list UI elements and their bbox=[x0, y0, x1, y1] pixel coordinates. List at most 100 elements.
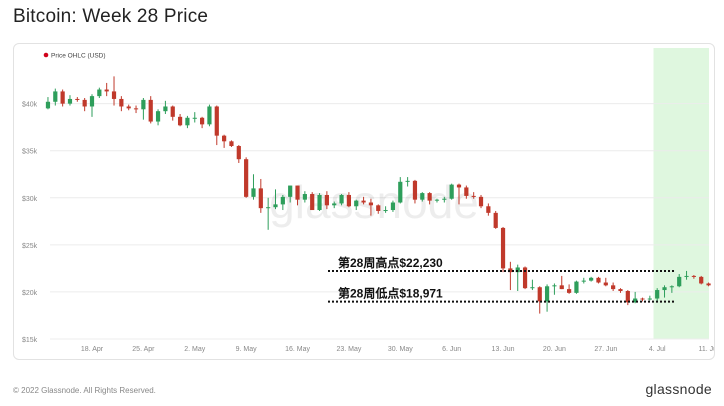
x-tick-label: 27. Jun bbox=[594, 346, 617, 353]
candle-body bbox=[522, 267, 528, 289]
candle-body bbox=[684, 275, 689, 277]
candle-body bbox=[589, 277, 594, 281]
brand-logo: glassnode bbox=[645, 381, 712, 397]
y-tick-label: $20k bbox=[22, 290, 38, 297]
y-tick-label: $15k bbox=[22, 337, 38, 344]
candle-body bbox=[603, 282, 608, 286]
candle-body bbox=[493, 212, 498, 228]
candle-body bbox=[170, 106, 175, 117]
candle-body bbox=[332, 203, 337, 206]
candle-body bbox=[354, 200, 359, 207]
candle-body bbox=[104, 89, 109, 92]
candle-body bbox=[508, 268, 513, 273]
candle-body bbox=[185, 117, 190, 126]
candle-body bbox=[361, 200, 366, 203]
candle-body bbox=[420, 193, 425, 200]
candle-body bbox=[515, 267, 520, 273]
candle-body bbox=[427, 193, 432, 201]
candle-body bbox=[273, 204, 278, 208]
x-tick-label: 23. May bbox=[336, 346, 361, 353]
candle-body bbox=[611, 285, 616, 290]
candle-body bbox=[89, 96, 95, 107]
candle-body bbox=[706, 283, 711, 286]
candle-body bbox=[574, 281, 579, 293]
candle-body bbox=[412, 180, 418, 200]
page-title: Bitcoin: Week 28 Price bbox=[13, 6, 209, 27]
candle-body bbox=[60, 91, 65, 104]
candle-body bbox=[67, 98, 73, 104]
candle-body bbox=[222, 135, 227, 142]
candle-body bbox=[596, 277, 601, 283]
candle-body bbox=[478, 196, 484, 207]
candle-body bbox=[236, 146, 241, 160]
candle-body bbox=[317, 194, 322, 211]
candle-body bbox=[500, 227, 506, 269]
candle-body bbox=[464, 187, 469, 196]
candle-body bbox=[655, 290, 660, 299]
candle-body bbox=[251, 188, 256, 197]
chart-card: glassnode 第28周高点$22,230 第28周低点$18,971 $15… bbox=[13, 43, 719, 360]
candle-body bbox=[434, 199, 440, 201]
x-tick-label: 2. May bbox=[184, 346, 206, 353]
candle-body bbox=[126, 106, 131, 109]
candle-body bbox=[310, 194, 315, 211]
candle-body bbox=[192, 117, 197, 119]
x-tick-label: 30. May bbox=[388, 346, 413, 353]
x-tick-label: 13. Jun bbox=[492, 346, 515, 353]
candle-body bbox=[625, 290, 630, 303]
candle-body bbox=[214, 106, 219, 136]
candle-body bbox=[75, 98, 80, 100]
candle-body bbox=[691, 275, 696, 277]
candle-body bbox=[567, 289, 572, 293]
candle-body bbox=[390, 202, 396, 211]
candle-body bbox=[677, 276, 682, 287]
candle-body bbox=[229, 141, 234, 147]
x-tick-label: 11. Jul bbox=[699, 346, 714, 353]
candle-body bbox=[97, 89, 102, 97]
candle-body bbox=[405, 180, 410, 182]
candle-body bbox=[640, 298, 645, 300]
candle-body bbox=[398, 181, 403, 203]
candle-body bbox=[155, 111, 161, 122]
x-tick-label: 4. Jul bbox=[649, 346, 666, 353]
week-28-highlight bbox=[653, 48, 709, 339]
price-chart: glassnode 第28周高点$22,230 第28周低点$18,971 $15… bbox=[22, 48, 719, 353]
candle-body bbox=[544, 286, 550, 302]
x-tick-label: 9. May bbox=[236, 346, 258, 353]
candle-body bbox=[669, 286, 674, 288]
x-tick-label: 25. Apr bbox=[132, 346, 155, 353]
copyright-text: © 2022 Glassnode. All Rights Reserved. bbox=[13, 386, 156, 395]
candle-body bbox=[486, 206, 491, 213]
candle-body bbox=[647, 298, 652, 300]
candle-body bbox=[559, 285, 564, 290]
candle-body bbox=[699, 276, 704, 284]
y-tick-label: $30k bbox=[22, 196, 38, 203]
legend-dot bbox=[43, 52, 49, 58]
candle-body bbox=[368, 202, 374, 206]
candle-body bbox=[346, 194, 351, 207]
candle-body bbox=[53, 91, 58, 102]
candle-body bbox=[266, 207, 271, 209]
candle-body bbox=[244, 159, 249, 197]
week-high-label: 第28周高点$22,230 bbox=[338, 255, 443, 270]
candle-body bbox=[471, 195, 476, 197]
x-tick-label: 18. Apr bbox=[81, 346, 104, 353]
candle-body bbox=[302, 194, 307, 200]
candle-body bbox=[530, 287, 535, 289]
candle-body bbox=[141, 99, 146, 110]
candle-body bbox=[449, 184, 454, 199]
y-tick-label: $35k bbox=[22, 149, 38, 156]
candle-body bbox=[456, 184, 462, 188]
y-tick-label: $40k bbox=[22, 102, 38, 109]
candle-body bbox=[633, 298, 638, 303]
candle-body bbox=[288, 185, 293, 197]
candle-body bbox=[537, 287, 542, 302]
candle-body bbox=[45, 101, 51, 109]
candle-body bbox=[207, 106, 212, 125]
candle-body bbox=[258, 188, 263, 209]
x-tick-label: 16. May bbox=[285, 346, 310, 353]
candle-body bbox=[662, 287, 667, 291]
candle-body bbox=[82, 99, 87, 107]
candle-body bbox=[133, 108, 139, 110]
legend-label: Price OHLC (USD) bbox=[51, 53, 106, 60]
